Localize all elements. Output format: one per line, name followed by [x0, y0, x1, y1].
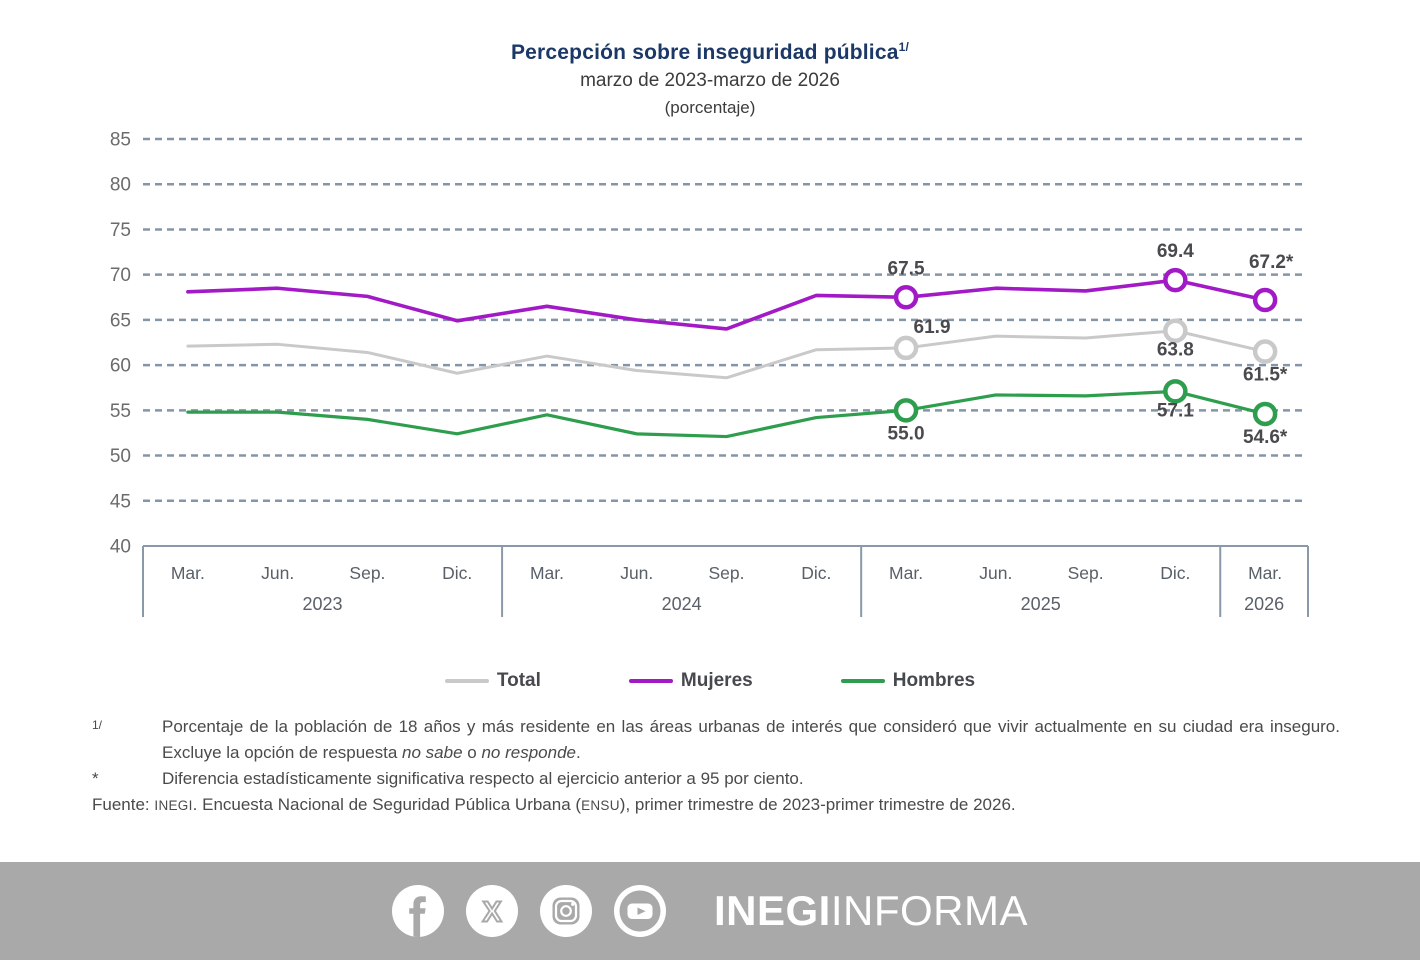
- source-text: . Encuesta Nacional de Seguridad Pública…: [192, 795, 582, 814]
- chart-unit-label: (porcentaje): [664, 98, 756, 117]
- data-marker-hombres: [1252, 401, 1278, 427]
- legend-swatch-hombres: [840, 679, 885, 683]
- svg-text:X: X: [482, 897, 502, 929]
- footnotes-block: 1/ Porcentaje de la población de 18 años…: [92, 714, 1340, 819]
- legend-label-hombres: Hombres: [892, 670, 976, 691]
- source-ensu: ENSU: [581, 798, 620, 813]
- footnote-2-text: Diferencia estadísticamente significativ…: [162, 769, 804, 788]
- title-footnote-ref: 1/: [898, 40, 910, 54]
- legend-swatch-total: [444, 679, 489, 683]
- data-point-label: 61.5*: [1243, 365, 1288, 386]
- footnote-1-text: Porcentaje de la población de 18 años y …: [162, 714, 1340, 766]
- y-tick-label: 40: [110, 537, 131, 558]
- footnote-1-italic: no sabe: [402, 743, 463, 762]
- legend-label-total: Total: [496, 670, 541, 691]
- data-marker-hombres: [1163, 379, 1188, 404]
- data-marker-hombres: [893, 398, 919, 423]
- series-line-mujeres: [186, 278, 1267, 331]
- youtube-icon[interactable]: [613, 885, 666, 937]
- page-title: Percepción sobre inseguridad pública1/: [0, 40, 1420, 65]
- chart-legend: Total Mujeres Hombres: [0, 670, 1420, 692]
- year-label: 2024: [662, 594, 702, 614]
- footnote-2-marker: *: [92, 769, 99, 788]
- chart-header: Percepción sobre inseguridad pública1/ m…: [0, 40, 1420, 118]
- data-point-label: 57.1: [1157, 400, 1194, 421]
- data-marker-total: [1163, 318, 1188, 343]
- x-tick-label: Mar.: [889, 563, 923, 583]
- y-tick-label: 70: [110, 265, 131, 286]
- y-tick-label: 75: [110, 220, 131, 241]
- y-tick-label: 45: [110, 491, 131, 512]
- data-marker-total: [893, 335, 919, 361]
- x-tick-label: Sep.: [709, 563, 745, 583]
- x-tick-label: Jun.: [620, 563, 653, 583]
- source-text: ), primer trimestre de 2023-primer trime…: [619, 795, 1016, 814]
- year-label: 2023: [303, 594, 343, 614]
- x-tick-label: Mar.: [530, 563, 564, 583]
- legend-item-hombres: Hombres: [840, 670, 976, 692]
- x-tick-label: Jun.: [261, 563, 294, 583]
- data-point-label: 69.4: [1157, 241, 1194, 262]
- source-label: Fuente:: [92, 795, 150, 814]
- footnote-1-marker: 1/: [92, 718, 103, 732]
- data-point-label: 54.6*: [1243, 427, 1288, 448]
- x-tick-label: Sep.: [349, 563, 385, 583]
- y-tick-label: 65: [110, 310, 131, 331]
- data-marker-mujeres: [1252, 287, 1278, 313]
- instagram-icon[interactable]: [539, 885, 592, 937]
- y-tick-label: 55: [110, 401, 131, 422]
- x-tick-label: Sep.: [1068, 563, 1104, 583]
- y-tick-label: 60: [110, 356, 131, 377]
- legend-item-mujeres: Mujeres: [628, 670, 753, 692]
- data-point-label: 63.8: [1157, 340, 1194, 361]
- year-label: 2025: [1021, 594, 1061, 614]
- y-tick-label: 80: [110, 175, 131, 196]
- footnote-1-part: o: [462, 743, 482, 762]
- y-tick-label: 50: [110, 446, 131, 467]
- footnote-1-part: Porcentaje de la población de 18 años y …: [162, 717, 1340, 762]
- inegi-informa-logo: INEGIINFORMA: [714, 887, 1028, 935]
- year-label: 2026: [1244, 594, 1284, 614]
- insecurity-perception-line-chart: 45 50 55 60 65 70 75 80 85 40 Mar. Jun. Sep. Dic. Mar.…: [110, 130, 1309, 617]
- x-tick-label: Mar.: [1248, 563, 1282, 583]
- series-line-total: [186, 329, 1267, 380]
- source-line: Fuente: INEGI. Encuesta Nacional de Segu…: [92, 792, 1340, 819]
- x-icon[interactable]: X: [465, 885, 518, 937]
- legend-label-mujeres: Mujeres: [680, 670, 753, 691]
- x-tick-label: Dic.: [442, 563, 472, 583]
- facebook-icon[interactable]: [391, 885, 444, 937]
- data-point-label: 61.9: [914, 317, 951, 338]
- y-tick-label: 85: [110, 130, 131, 151]
- data-marker-total: [1252, 339, 1278, 364]
- footnote-1-italic: no responde: [481, 743, 576, 762]
- legend-swatch-mujeres: [628, 679, 673, 683]
- x-tick-label: Mar.: [171, 563, 205, 583]
- data-marker-mujeres: [1163, 267, 1188, 293]
- chart-subtitle: marzo de 2023-marzo de 2026: [580, 70, 840, 91]
- data-marker-mujeres: [893, 285, 919, 310]
- brand-bold: INEGI: [713, 887, 831, 934]
- footer-band: X INEGIINFORMA: [0, 862, 1420, 960]
- data-point-label: 55.0: [888, 423, 925, 444]
- x-tick-label: Jun.: [979, 563, 1012, 583]
- x-tick-label: Dic.: [1160, 563, 1190, 583]
- series-line-hombres: [186, 389, 1267, 439]
- legend-item-total: Total: [444, 670, 541, 692]
- source-inegi: INEGI: [154, 798, 193, 813]
- page-title-text: Percepción sobre inseguridad pública: [510, 41, 899, 64]
- data-point-label: 67.2*: [1249, 252, 1294, 273]
- brand-regular: INFORMA: [830, 887, 1028, 934]
- data-point-label: 67.5: [888, 258, 925, 279]
- footnote-1-part: .: [575, 743, 581, 762]
- x-tick-label: Dic.: [801, 563, 831, 583]
